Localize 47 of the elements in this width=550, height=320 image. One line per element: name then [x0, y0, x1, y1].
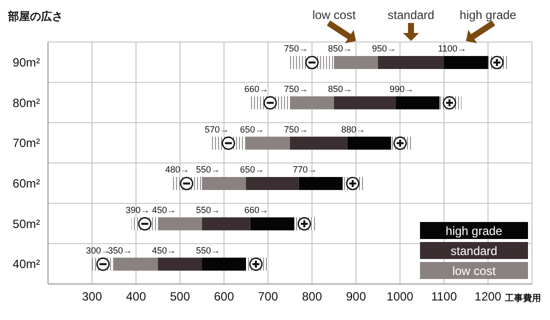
text: low cost — [312, 8, 356, 22]
text: low cost — [452, 264, 496, 278]
annotation: 750→ — [284, 84, 308, 94]
x-tick-label: 800 — [302, 290, 322, 304]
x-axis-title: 工事費用 — [504, 293, 541, 303]
annotation: 850→ — [328, 44, 352, 54]
y-tick-label: 50m² — [12, 216, 40, 231]
annotation: 550→ — [196, 164, 220, 175]
annotation: 660→ — [244, 205, 268, 215]
annotation: 650→ — [240, 124, 264, 134]
annotation: 390→ — [126, 205, 150, 215]
annotation: 660→ — [244, 84, 268, 94]
annotation: 650→ — [240, 164, 264, 175]
annotation: 850→ — [328, 84, 352, 94]
x-tick-label: 600 — [214, 290, 234, 304]
y-axis-title: 部屋の広さ — [7, 10, 63, 23]
x-tick-label: 700 — [258, 290, 278, 304]
annotation: 950→ — [372, 44, 396, 54]
annotation: 1100→ — [438, 44, 466, 54]
annotation: 990→ — [390, 84, 414, 94]
x-tick-label: 1200 — [474, 290, 502, 304]
annotation: 450→ — [152, 245, 176, 256]
annotation: 550→ — [196, 205, 220, 215]
x-tick-label: 500 — [170, 290, 190, 304]
text: high grade — [460, 8, 517, 22]
annotation: 750→ — [284, 124, 308, 134]
annotation: 570→ — [204, 124, 229, 134]
text: standard — [388, 8, 434, 22]
annotation: 770→ — [292, 164, 317, 175]
annotation: 350→ — [108, 245, 132, 256]
annotation: 750→ — [284, 44, 308, 54]
y-tick-label: 40m² — [12, 257, 40, 272]
text: standard — [450, 244, 498, 258]
x-tick-label: 1000 — [386, 290, 414, 304]
annotation: 880→ — [341, 124, 366, 134]
x-tick-label: 400 — [126, 290, 146, 304]
y-tick-label: 70m² — [12, 136, 40, 150]
annotation: 480→ — [165, 164, 190, 175]
annotation: 450→ — [152, 205, 176, 215]
x-tick-label: 900 — [346, 290, 366, 304]
y-tick-label: 80m² — [12, 96, 40, 110]
y-tick-label: 60m² — [12, 176, 40, 190]
annotation: 550→ — [196, 245, 220, 256]
y-tick-label: 90m² — [12, 55, 40, 70]
text: high grade — [446, 224, 502, 238]
x-tick-label: 1100 — [431, 290, 458, 304]
x-tick-label: 300 — [82, 290, 102, 304]
